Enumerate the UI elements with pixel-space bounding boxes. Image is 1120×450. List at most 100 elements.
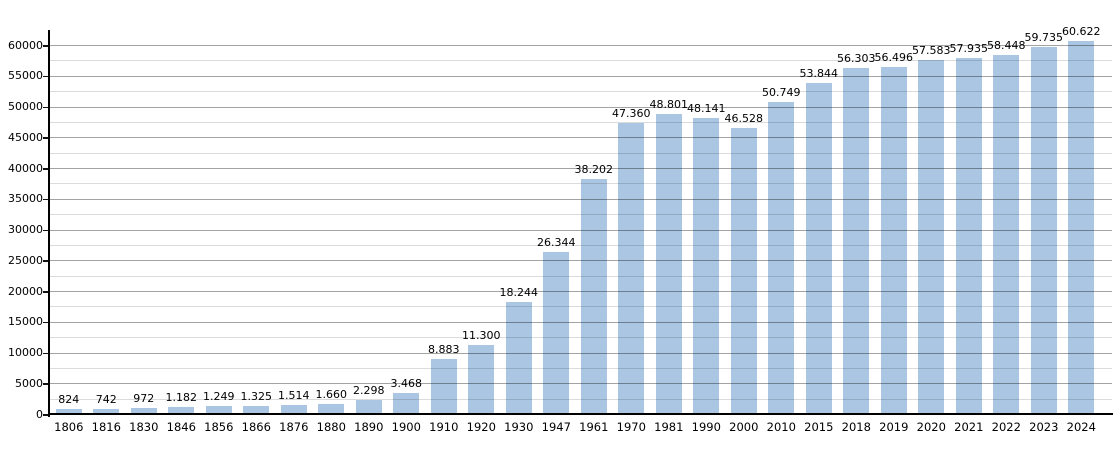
bar (355, 399, 382, 414)
y-axis-tick (43, 260, 49, 262)
bar-value-label: 60.622 (1062, 25, 1101, 39)
x-tick-label: 1900 (391, 420, 421, 434)
bar-value-label: 48.801 (649, 97, 689, 111)
minor-gridline (50, 121, 1112, 123)
x-tick-label: 1816 (91, 420, 121, 434)
bar (918, 59, 945, 414)
bar (505, 301, 532, 414)
bar-value-label: 2.298 (353, 383, 385, 397)
y-tick-label: 0 (36, 407, 43, 421)
x-tick-label: 2022 (991, 420, 1021, 434)
bar (693, 117, 720, 414)
x-tick-label: 2021 (954, 420, 984, 434)
major-gridline (50, 229, 1112, 231)
bar-value-label: 57.583 (912, 43, 951, 57)
y-tick-label: 50000 (8, 100, 43, 113)
y-axis-tick (43, 106, 49, 108)
bar (730, 127, 757, 414)
bar (618, 122, 645, 414)
x-tick-label: 2019 (879, 420, 909, 434)
y-axis-tick (43, 137, 49, 139)
bar-value-label: 1.249 (203, 390, 235, 404)
minor-gridline (50, 306, 1112, 308)
bar-value-label: 56.303 (837, 51, 876, 65)
y-tick-label: 15000 (8, 315, 43, 329)
bar-value-label: 3.468 (390, 376, 423, 390)
y-tick-label: 60000 (8, 38, 43, 52)
y-axis-tick (43, 352, 49, 354)
y-tick-label: 35000 (8, 192, 43, 206)
x-tick-label: 1806 (54, 420, 84, 434)
bar (955, 57, 982, 414)
minor-gridline (50, 275, 1112, 277)
y-axis-line (48, 30, 50, 417)
minor-gridline (50, 183, 1112, 185)
bar (655, 113, 682, 414)
minor-gridline (50, 91, 1112, 93)
y-axis-tick (43, 168, 49, 170)
x-tick-label: 1961 (579, 420, 609, 434)
bar (130, 408, 157, 414)
major-gridline (50, 106, 1112, 108)
y-axis-tick (43, 229, 49, 231)
bar-value-label: 48.141 (687, 101, 726, 115)
x-tick-label: 1970 (616, 420, 646, 434)
bar (93, 409, 120, 414)
bar (805, 82, 832, 414)
major-gridline (50, 321, 1112, 323)
bar (993, 54, 1020, 414)
bar (843, 67, 870, 414)
y-tick-label: 5000 (15, 376, 43, 390)
bar (430, 359, 457, 414)
x-axis-line (48, 413, 1113, 415)
bar-value-label: 50.749 (762, 85, 801, 99)
bar-value-label: 1.514 (278, 388, 310, 402)
x-tick-label: 2018 (841, 420, 871, 434)
y-tick-label: 25000 (8, 253, 43, 267)
bar-value-label: 26.344 (537, 236, 576, 249)
x-tick-label: 1890 (354, 420, 384, 434)
x-tick-label: 1990 (691, 420, 721, 434)
y-axis-tick (43, 383, 49, 385)
x-tick-label: 2010 (766, 420, 796, 434)
x-tick-label: 1846 (166, 420, 196, 434)
x-tick-label: 2000 (729, 420, 759, 434)
x-tick-label: 1947 (541, 420, 571, 434)
bar-value-label: 1.660 (315, 387, 348, 401)
bar (393, 392, 420, 414)
bar-value-label: 1.182 (165, 390, 198, 404)
y-axis-tick (43, 291, 49, 293)
y-axis-tick (43, 75, 49, 78)
major-gridline (50, 75, 1112, 77)
major-gridline (50, 168, 1112, 169)
bar (318, 403, 345, 414)
y-tick-label: 45000 (8, 130, 43, 144)
y-tick-label: 10000 (8, 346, 43, 359)
bar-value-label: 742 (95, 393, 117, 407)
y-tick-label: 55000 (8, 69, 43, 83)
y-tick-label: 40000 (8, 161, 43, 175)
minor-gridline (50, 337, 1112, 339)
y-tick-label: 30000 (8, 223, 43, 236)
x-tick-label: 1876 (279, 420, 309, 434)
minor-gridline (50, 60, 1112, 62)
bar-value-label: 1.325 (240, 389, 273, 403)
major-gridline (50, 291, 1112, 292)
bar-value-label: 11.300 (462, 328, 501, 342)
x-tick-label: 1830 (129, 420, 159, 434)
x-tick-label: 1880 (316, 420, 346, 434)
bar-value-label: 47.360 (612, 106, 651, 120)
bar (1030, 46, 1057, 414)
bar-value-label: 972 (133, 392, 155, 405)
y-axis-tick (43, 321, 49, 324)
bar (543, 252, 570, 414)
bar (468, 344, 495, 414)
minor-gridline (50, 367, 1112, 369)
x-tick-label: 1930 (504, 420, 534, 434)
x-tick-label: 2023 (1029, 420, 1059, 434)
major-gridline (50, 383, 1112, 385)
